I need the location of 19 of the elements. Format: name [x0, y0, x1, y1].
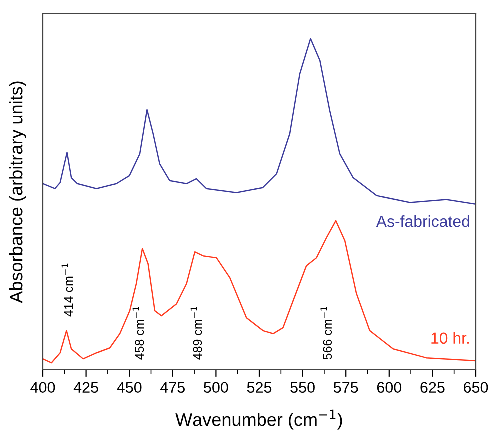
x-tick-label: 525: [247, 382, 272, 394]
x-tick-label: 550: [290, 382, 315, 394]
y-axis-title: Absorbance (arbitrary units): [10, 82, 26, 304]
x-tick-label: 500: [204, 382, 228, 394]
x-tick-label: 475: [160, 382, 186, 394]
series-label: As-fabricated: [376, 216, 470, 228]
x-tick-label: 575: [334, 382, 358, 394]
x-axis-title: Wavenumber (cm$^{−1}$): [176, 410, 342, 430]
annotation: 458 cm$^{−1}$: [132, 306, 144, 360]
x-tick-label: 650: [464, 382, 488, 394]
series-label: 10 hr.: [432, 332, 469, 344]
x-tick-label: 625: [420, 382, 445, 394]
x-tick-label: 450: [117, 382, 142, 394]
x-tick-label: 600: [377, 382, 402, 394]
annotation: 414 cm$^{−1}$: [62, 264, 74, 317]
x-tick-label: 400: [30, 382, 56, 394]
annotation: 489 cm$^{−1}$: [190, 306, 202, 360]
annotation: 566 cm$^{−1}$: [320, 306, 332, 360]
x-tick-label: 425: [74, 382, 98, 394]
